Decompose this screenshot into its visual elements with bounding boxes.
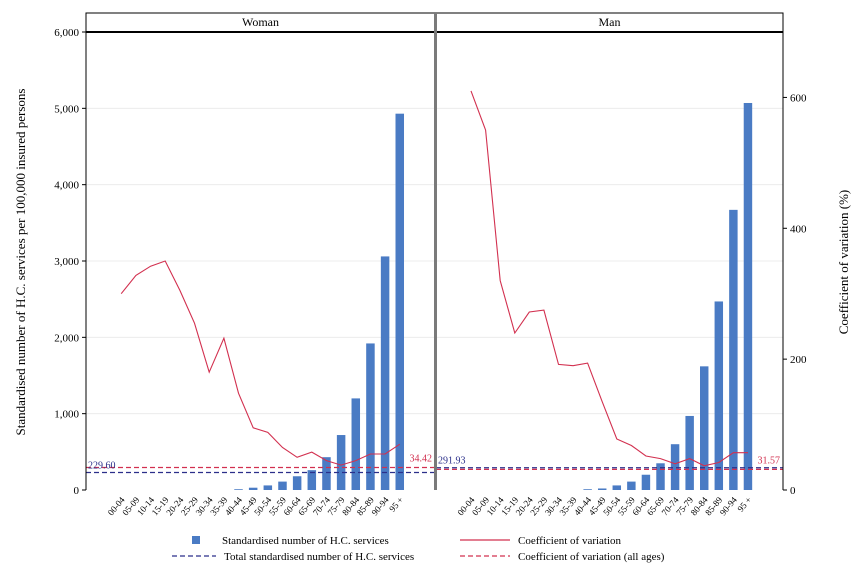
cv-line [120, 260, 401, 466]
bar [366, 343, 375, 490]
panel-title: Man [599, 15, 621, 29]
panel-title: Woman [242, 15, 279, 29]
total-value-label: 291.93 [438, 456, 466, 467]
legend-label: Coefficient of variation (all ages) [518, 551, 665, 563]
bar [336, 435, 346, 490]
y-tick-label: 5,000 [54, 103, 79, 115]
cv-all-value-label: 31.57 [758, 455, 781, 466]
y-axis-label: Standardised number of H.C. services per… [13, 89, 28, 436]
legend-label: Coefficient of variation [518, 535, 622, 547]
bar [380, 256, 390, 490]
bar [583, 489, 592, 490]
bar [292, 476, 302, 490]
legend-label: Standardised number of H.C. services [222, 535, 389, 547]
bar [729, 209, 738, 490]
bar [351, 398, 361, 490]
bar [714, 301, 724, 490]
bar [685, 415, 694, 490]
legend-swatch-bars [192, 536, 200, 544]
bar [395, 113, 405, 490]
bar [743, 102, 753, 491]
y-tick-label: 3,000 [54, 256, 79, 268]
y-tick-label: 6,000 [54, 27, 79, 39]
bar [307, 470, 317, 490]
x-tick-label: 95 + [387, 495, 405, 514]
bar [700, 366, 709, 490]
y2-tick-label: 200 [790, 354, 807, 366]
bar [278, 481, 287, 490]
y2-tick-label: 400 [790, 223, 807, 235]
y2-tick-label: 0 [790, 485, 796, 497]
x-tick-label: 95 + [735, 495, 753, 514]
bar [597, 488, 607, 490]
y-tick-label: 4,000 [54, 180, 79, 192]
y2-axis-label: Coefficient of variation (%) [836, 190, 851, 335]
bar [322, 457, 331, 490]
bar [234, 489, 243, 490]
cv-all-value-label: 34.42 [410, 453, 433, 464]
cv-line [470, 90, 748, 467]
y-tick-label: 1,000 [54, 409, 79, 421]
bar [263, 485, 273, 490]
y-tick-label: 0 [74, 485, 80, 497]
legend-label: Total standardised number of H.C. servic… [224, 551, 414, 563]
y2-tick-label: 600 [790, 92, 807, 104]
total-value-label: 229.60 [88, 460, 116, 471]
bar [656, 463, 665, 490]
bar [248, 487, 258, 490]
y-tick-label: 2,000 [54, 332, 79, 344]
bar [670, 444, 680, 490]
bar [641, 474, 651, 490]
bar [627, 481, 636, 490]
bar [612, 485, 622, 490]
